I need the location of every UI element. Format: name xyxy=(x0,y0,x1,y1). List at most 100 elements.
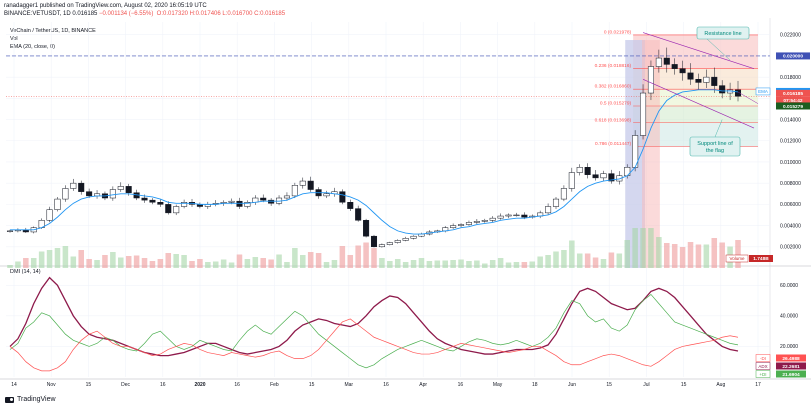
candle-body xyxy=(370,235,378,248)
volume-bar xyxy=(78,250,84,268)
candle-body xyxy=(228,200,235,203)
volume-bar xyxy=(600,259,607,268)
fib-level-label: 0.786 (0.011447) xyxy=(595,141,632,147)
candle-body xyxy=(560,188,567,200)
price-badge xyxy=(776,102,810,110)
candle-body xyxy=(149,199,156,203)
candle-body xyxy=(402,238,409,241)
volume-bar xyxy=(15,261,21,268)
volume-bar xyxy=(410,260,417,268)
volume-bar xyxy=(339,246,346,268)
volume-bar xyxy=(323,262,330,268)
time-tick-label: 16 xyxy=(383,382,389,388)
price-badge xyxy=(776,96,810,104)
volume-bar xyxy=(70,256,77,268)
volume-bar xyxy=(426,261,433,268)
price-badge-tag-label: EMA xyxy=(758,89,768,94)
volume-bar xyxy=(497,258,504,268)
volume-bar xyxy=(102,255,108,268)
volume-badge-tag-label: Volume xyxy=(729,256,745,261)
price-badge-tag xyxy=(755,87,771,96)
flag-midline xyxy=(737,91,759,104)
time-tick-label: 16 xyxy=(234,382,240,388)
flag-resistance-line xyxy=(642,32,755,69)
candle-body xyxy=(584,167,591,175)
tradingview-logo-icon xyxy=(5,396,14,403)
volume-bar xyxy=(664,243,670,268)
candle-body xyxy=(410,235,417,239)
volume-bar xyxy=(260,258,266,268)
volume-bar xyxy=(418,258,425,268)
volume-bar xyxy=(141,258,148,268)
candle-body xyxy=(283,195,290,199)
resistance-callout-box xyxy=(696,26,750,40)
candle-body xyxy=(513,214,520,217)
volume-bar xyxy=(513,262,520,268)
candle-body xyxy=(552,198,560,207)
candle-body xyxy=(481,220,488,222)
candle-body xyxy=(592,174,599,179)
candle-body xyxy=(734,89,742,97)
candle-body xyxy=(608,173,615,182)
time-tick-label: May xyxy=(493,382,503,388)
candle-body xyxy=(465,222,472,225)
volume-bar xyxy=(656,237,662,268)
time-tick-label: Nov xyxy=(47,382,56,388)
candle-body xyxy=(616,175,623,182)
candle-body xyxy=(450,225,457,228)
volume-bar xyxy=(212,261,219,268)
volume-bar xyxy=(252,257,259,268)
volume-bar xyxy=(632,228,638,268)
legend-dmi[interactable]: DMI (14, 14) xyxy=(10,269,41,275)
candle-body xyxy=(624,167,631,177)
resistance-callout-label: Resistance line xyxy=(704,31,741,37)
price-badge-text: 0.015279 xyxy=(783,104,803,110)
volume-badge xyxy=(749,255,773,262)
dmi-line xyxy=(9,276,739,357)
candle-body xyxy=(386,242,393,245)
volume-bar xyxy=(458,259,464,268)
time-tick-label: Jul xyxy=(643,382,649,388)
volume-bar xyxy=(608,252,615,268)
candle-body xyxy=(600,173,607,179)
volume-bar xyxy=(276,254,282,268)
legend-symbol[interactable]: VeChain / TetherUS, 1D, BINANCE xyxy=(10,28,96,34)
time-tick-label: 18 xyxy=(532,382,538,388)
candle-body xyxy=(695,79,702,83)
volume-bar xyxy=(648,228,654,268)
volume-bar xyxy=(347,255,354,268)
dmi-badge xyxy=(776,354,806,362)
candle-body xyxy=(458,224,465,226)
candle-body xyxy=(394,240,401,243)
price-tick-label: 0.018000 xyxy=(780,75,801,81)
volume-bar xyxy=(489,260,496,268)
symbol-quote-prefix: BINANCE:VETUSDT, 1D 0.016185 xyxy=(4,11,100,17)
candle-body xyxy=(640,92,647,136)
volume-bar xyxy=(687,242,694,268)
candle-body xyxy=(378,244,385,248)
candle-body xyxy=(109,189,116,199)
time-tick-label: 14 xyxy=(11,382,17,388)
candle-body xyxy=(545,206,552,214)
legend-ema[interactable]: EMA (20, close, 0) xyxy=(10,44,55,50)
volume-bar xyxy=(521,262,528,268)
candle-body xyxy=(117,186,124,190)
dmi-line xyxy=(9,293,739,369)
candle-body xyxy=(307,180,314,190)
volume-bar xyxy=(197,259,203,268)
dmi-badge-text: 21.6904 xyxy=(782,372,800,378)
time-tick-label: 15 xyxy=(681,382,687,388)
time-tick-label: 15 xyxy=(606,382,612,388)
candle-body xyxy=(157,202,164,205)
candle-body xyxy=(291,185,298,197)
volume-bar xyxy=(220,259,227,268)
volume-bar xyxy=(434,260,441,268)
volume-bar xyxy=(450,260,456,268)
volume-bar xyxy=(173,254,179,268)
volume-bar xyxy=(181,255,187,268)
volume-bar xyxy=(46,250,53,268)
candle-body xyxy=(521,214,528,218)
price-tick-label: 0.008000 xyxy=(780,181,801,187)
time-tick-label: Jun xyxy=(568,382,576,388)
